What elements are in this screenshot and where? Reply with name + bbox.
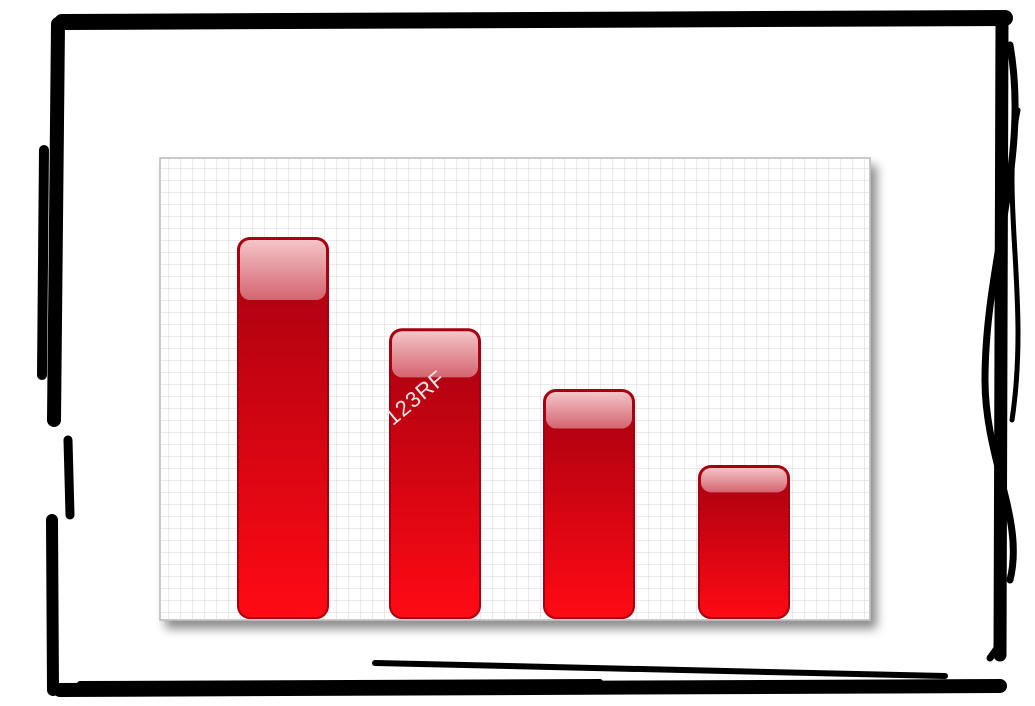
bar-series: [237, 237, 790, 619]
bar-2: [389, 328, 481, 619]
bar-3-highlight: [546, 392, 632, 429]
bar-2-highlight: [392, 331, 478, 378]
bar-4-highlight: [701, 468, 787, 493]
bar-1: [237, 237, 329, 619]
bar-4: [698, 465, 790, 619]
bar-1-highlight: [240, 240, 326, 300]
bar-3: [543, 389, 635, 619]
